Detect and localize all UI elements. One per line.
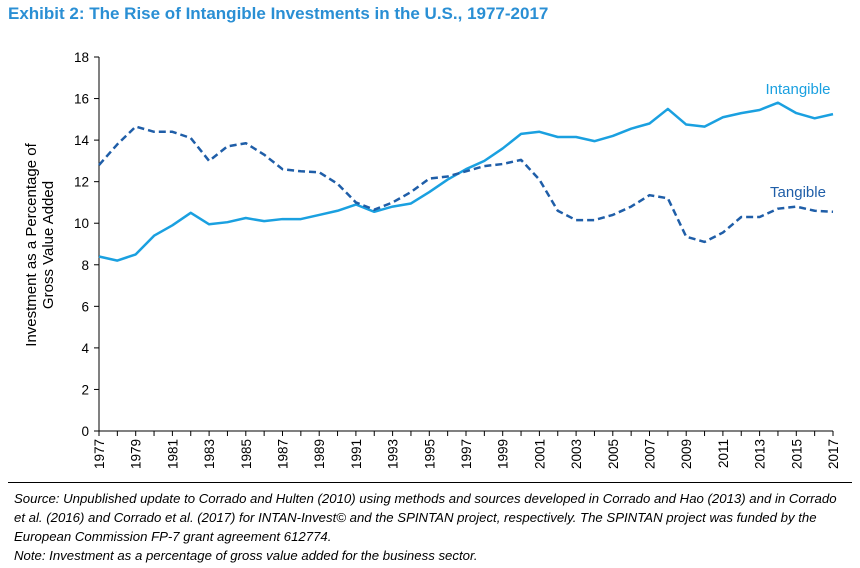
x-tick-label: 1987	[276, 439, 291, 469]
x-tick-label: 1991	[349, 439, 364, 469]
y-tick-label: 2	[81, 382, 89, 397]
x-tick-label: 2003	[569, 439, 584, 469]
note-text: Note: Investment as a percentage of gros…	[14, 548, 478, 563]
series-line-tangible	[98, 125, 834, 244]
x-tick-label: 1977	[92, 439, 107, 469]
x-tick-label: 1989	[312, 439, 327, 469]
footnote-divider	[8, 482, 852, 483]
x-tick-label: 1993	[386, 439, 401, 469]
axes: 0 2 4 6 8 10 12 14 16 18 1977 1979 1981 1983 1985 1987 1…	[74, 50, 841, 469]
line-chart: Investment as a Percentage of Gross Valu…	[23, 50, 841, 469]
y-tick-label: 18	[74, 50, 89, 65]
y-tick-label: 8	[81, 258, 89, 273]
series-label-intangible: Intangible	[765, 81, 830, 98]
x-tick-label: 2013	[753, 439, 768, 469]
y-axis-title: Investment as a Percentage of Gross Valu…	[23, 142, 57, 346]
plot-lines	[98, 101, 834, 262]
x-tick-label: 2011	[716, 439, 731, 468]
x-tick-label: 1981	[165, 439, 180, 469]
x-tick-label: 2005	[606, 439, 621, 469]
y-tick-label: 4	[81, 341, 89, 356]
y-tick-label: 16	[74, 92, 89, 107]
x-tick-label: 1979	[129, 439, 144, 469]
x-tick-label: 1985	[239, 439, 254, 469]
y-tick-label: 6	[81, 299, 89, 314]
y-tick-label: 10	[74, 216, 89, 231]
series-line-intangible	[98, 101, 834, 262]
y-tick-label: 14	[74, 133, 90, 148]
series-labels: Intangible Tangible	[765, 81, 830, 201]
source-text: Source: Unpublished update to Corrado an…	[14, 491, 837, 544]
exhibit-title: Exhibit 2: The Rise of Intangible Invest…	[8, 4, 549, 23]
x-tick-label: 1983	[202, 439, 217, 469]
source-block: Source: Unpublished update to Corrado an…	[14, 489, 850, 565]
x-tick-label: 2009	[679, 439, 694, 469]
y-axis-title-line-2: Gross Value Added	[40, 181, 57, 309]
x-tick-label: 1999	[496, 439, 511, 469]
y-tick-label: 0	[81, 424, 89, 439]
x-tick-label: 2015	[789, 439, 804, 469]
x-tick-label: 2007	[643, 439, 658, 469]
x-tick-label: 1997	[459, 439, 474, 469]
series-label-tangible: Tangible	[770, 184, 826, 201]
y-tick-label: 12	[74, 175, 89, 190]
x-tick-label: 2017	[826, 439, 841, 469]
x-tick-label: 1995	[422, 439, 437, 469]
y-axis-title-line-1: Investment as a Percentage of	[23, 142, 40, 346]
x-tick-label: 2001	[532, 439, 547, 469]
